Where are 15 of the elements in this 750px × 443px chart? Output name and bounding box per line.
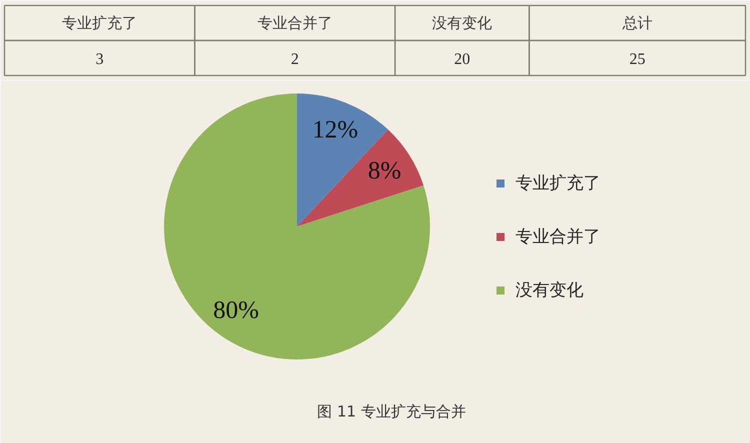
category-label: 专业扩充了 [62,14,138,32]
category-label: 专业合并了 [257,14,332,32]
legend-label: 专业合并了 [516,227,600,247]
category-label: 没有变化 [432,14,492,32]
category-label: 总计 [621,14,652,32]
caption: 图 11 专业扩充与合并 [317,402,466,420]
data-label: 2 [290,51,299,68]
data-label: 80% [213,296,259,324]
data-label: 3 [96,51,104,68]
legend-label: 专业扩充了 [516,174,600,194]
data-label: 20 [454,51,470,68]
data-label: 12% [312,116,358,144]
data-label: 25 [629,51,646,68]
data-label: 8% [368,157,402,184]
legend-label: 没有变化 [516,280,584,300]
